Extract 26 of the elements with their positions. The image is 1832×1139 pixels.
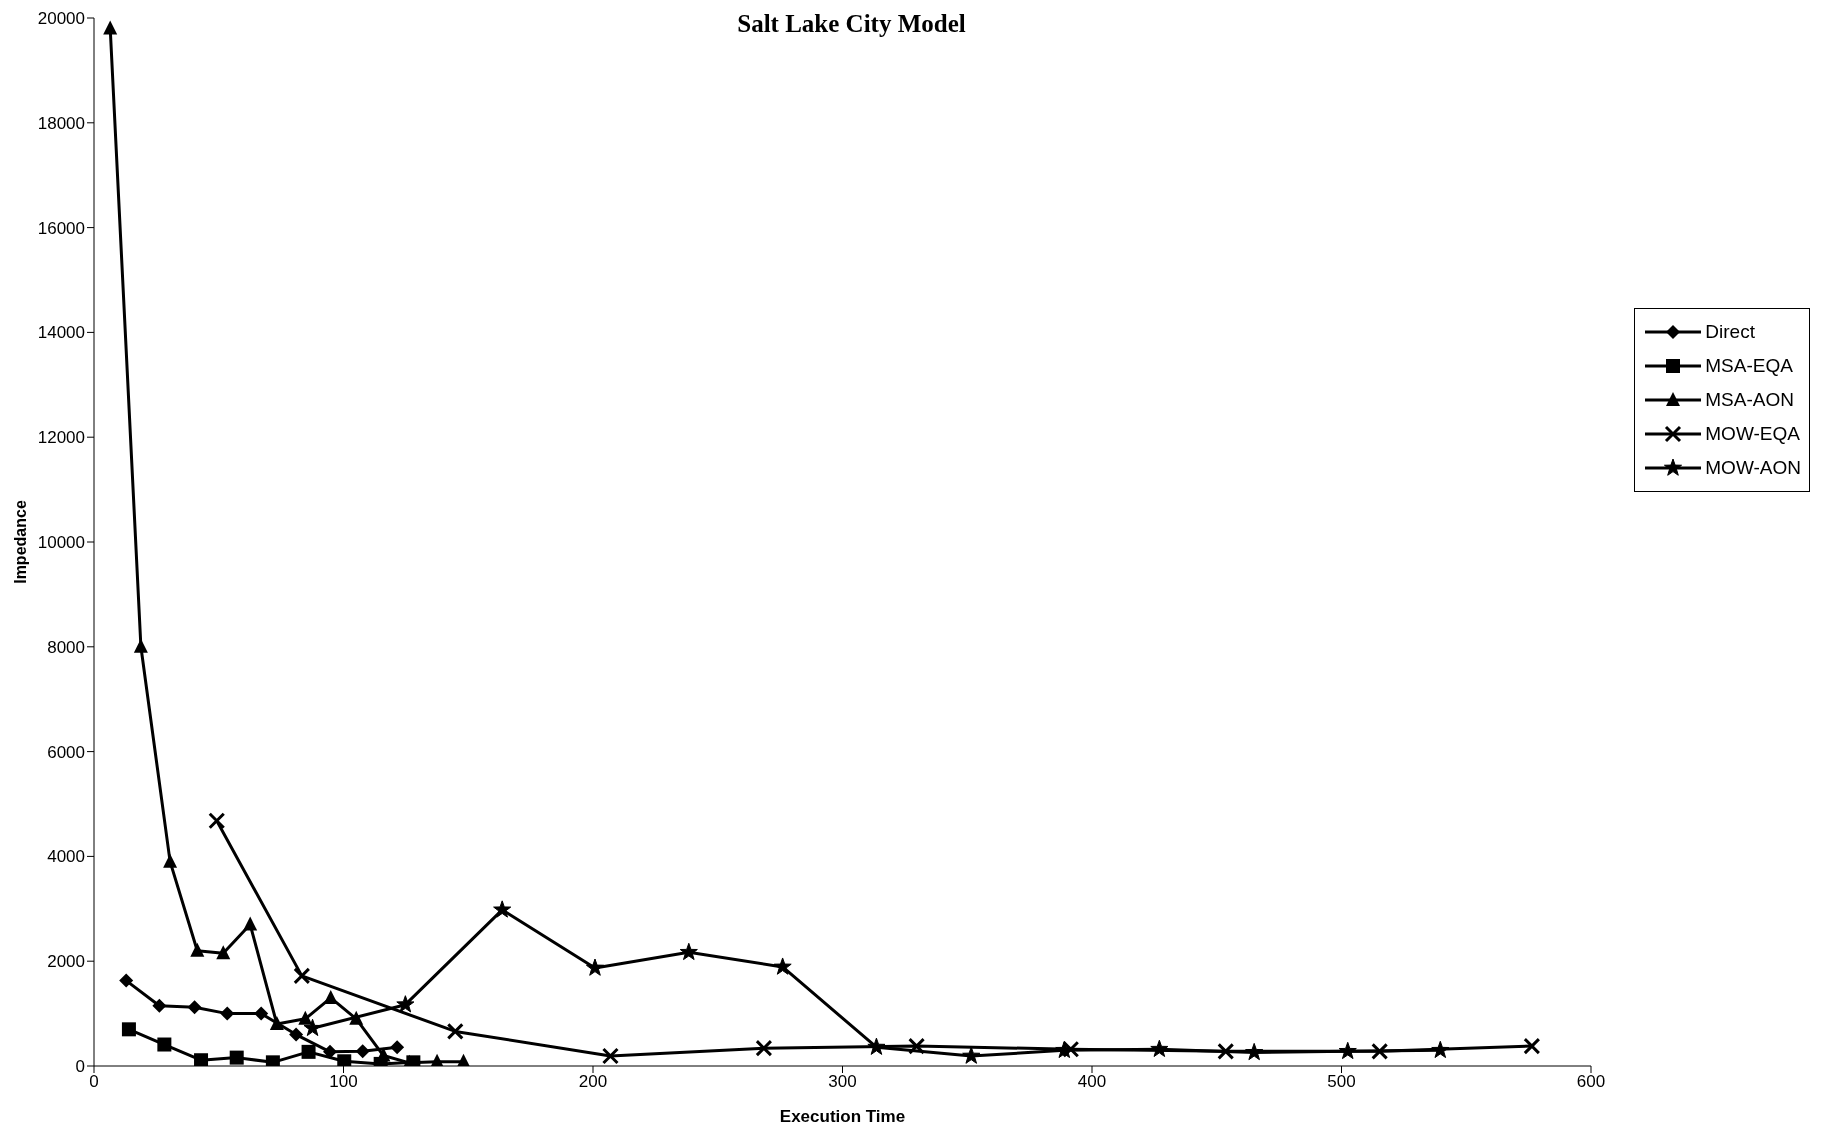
x-tick-label: 400 [1077,1072,1107,1092]
y-tick-label: 14000 [37,323,85,343]
chart-title: Salt Lake City Model [736,10,967,38]
legend-label: MSA-AON [1705,389,1794,411]
x-tick-label: 300 [828,1072,857,1092]
y-tick-label: 10000 [37,533,85,553]
x-axis-title: Execution Time [779,1107,906,1126]
x-tick-label: 0 [89,1072,99,1092]
x-tick-label: 500 [1327,1072,1356,1092]
y-tick-label: 18000 [37,113,85,133]
y-tick-label: 0 [75,1057,85,1077]
x-tick-label: 100 [329,1072,358,1092]
x-tick-label: 600 [1576,1072,1606,1092]
y-tick-label: 16000 [37,218,85,238]
y-tick-label: 20000 [37,9,85,29]
y-tick-label: 4000 [47,847,85,867]
y-axis-title: Impedance [11,500,29,584]
y-tick-label: 8000 [47,637,85,657]
y-tick-label: 12000 [37,428,85,448]
x-tick-label: 200 [578,1072,608,1092]
y-tick-label: 2000 [47,952,85,972]
legend-label: MSA-EQA [1705,355,1793,377]
legend-label: MOW-EQA [1705,423,1800,445]
y-tick-label: 6000 [47,742,85,762]
legend-label: MOW-AON [1705,457,1801,479]
legend-label: Direct [1705,321,1755,343]
